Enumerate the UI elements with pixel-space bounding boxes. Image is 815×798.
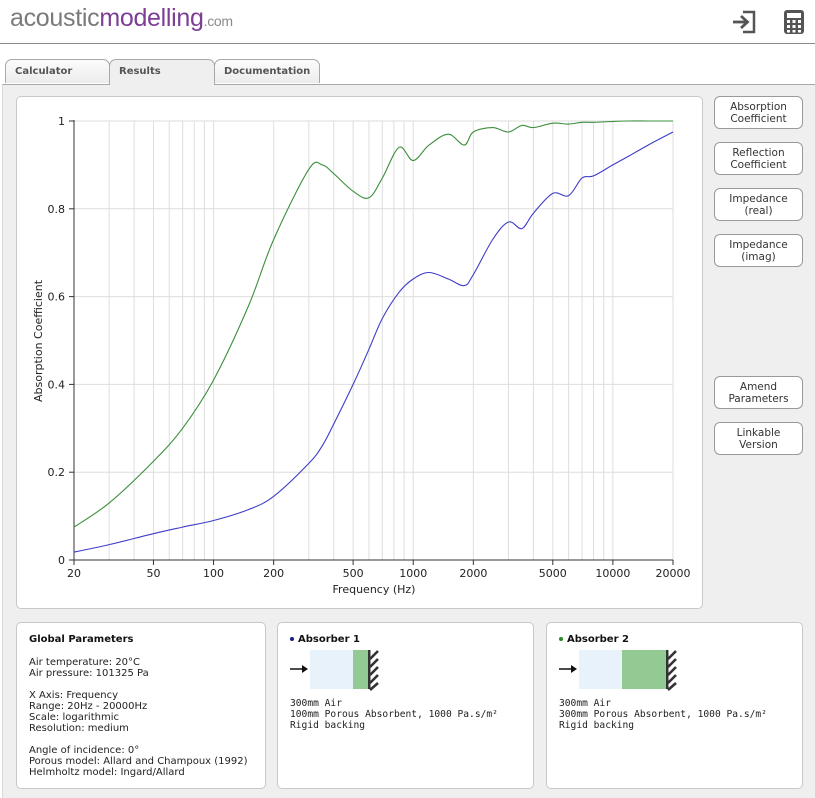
absorber-2-card: Absorber 2 300mm Air 300mm Porous Absorb… (546, 622, 803, 789)
layer-line: 100mm Porous Absorbent, 1000 Pa.s/m² (290, 709, 498, 720)
chart-grid (73, 120, 674, 561)
calculator-icon[interactable] (783, 9, 805, 39)
x-axis-label: Frequency (Hz) (333, 583, 416, 596)
series-line-1 (73, 120, 673, 528)
x-tick-label: 5000 (539, 567, 567, 580)
tab-calculator[interactable]: Calculator (5, 59, 110, 83)
logo-text-acoustic: acoustic (10, 4, 100, 32)
y-tick-label: 0.8 (48, 203, 66, 216)
x-tick-label: 1000 (399, 567, 427, 580)
absorber-2-title: Absorber 2 (559, 634, 629, 645)
param-line: Resolution: medium (29, 723, 129, 734)
absorber-1-title-text: Absorber 1 (298, 634, 360, 645)
layer-line: Rigid backing (290, 720, 366, 731)
absorber-2-legend-dot (559, 637, 563, 641)
chart-axes (73, 120, 673, 561)
absorber-2-diagram (559, 650, 677, 691)
linkable-version-button[interactable]: Linkable Version (714, 422, 803, 455)
amend-parameters-button[interactable]: Amend Parameters (714, 376, 803, 409)
logo-text-com: .com (203, 13, 233, 29)
absorber-1-diagram (290, 650, 379, 691)
x-tick-label: 50 (146, 567, 160, 580)
chart-container: 0 0.2 0.4 0.6 0.8 1 20 50 100 200 500 1000 2000 5000… (16, 96, 703, 609)
reflection-coefficient-button[interactable]: Reflection Coefficient (714, 142, 803, 175)
porous-layer (622, 650, 666, 689)
incident-arrow-icon (559, 665, 577, 673)
air-layer (579, 650, 622, 689)
logo-text-modelling: modelling (99, 4, 204, 32)
tab-documentation[interactable]: Documentation (214, 59, 320, 83)
y-tick-label: 1 (58, 115, 65, 128)
y-tick-label: 0.2 (48, 466, 66, 479)
impedance-imag-button[interactable]: Impedance (imag) (714, 234, 803, 267)
param-line: Scale: logarithmic (29, 712, 119, 723)
layer-line: 300mm Air (290, 698, 342, 709)
param-line: Range: 20Hz - 20000Hz (29, 701, 148, 712)
x-tick-label: 100 (203, 567, 224, 580)
absorber-2-details: 300mm Air 300mm Porous Absorbent, 1000 P… (559, 698, 767, 731)
param-line: Angle of incidence: 0° (29, 745, 140, 756)
impedance-real-button[interactable]: Impedance (real) (714, 188, 803, 221)
absorber-1-legend-dot (290, 637, 294, 641)
y-tick-label: 0 (58, 554, 65, 567)
param-line: Helmholtz model: Ingard/Allard (29, 767, 185, 778)
param-line: Air temperature: 20°C (29, 657, 141, 668)
absorption-coefficient-button[interactable]: Absorption Coefficient (714, 96, 803, 129)
x-tick-labels: 20 50 100 200 500 1000 2000 5000 10000 20000 (67, 560, 691, 580)
x-tick-label: 20 (67, 567, 81, 580)
x-tick-label: 200 (263, 567, 284, 580)
tab-results[interactable]: Results (109, 59, 215, 85)
absorber-1-details: 300mm Air 100mm Porous Absorbent, 1000 P… (290, 698, 498, 731)
y-tick-label: 0.4 (48, 378, 66, 391)
site-logo[interactable]: acousticmodelling.com (10, 4, 233, 33)
chart-series (73, 120, 674, 553)
site-header: acousticmodelling.com (0, 0, 815, 44)
x-tick-label: 500 (343, 567, 364, 580)
param-spacer (29, 734, 248, 745)
y-axis-label: Absorption Coefficient (32, 279, 45, 402)
login-icon[interactable] (731, 9, 757, 39)
global-parameters-title: Global Parameters (29, 634, 134, 645)
param-line: X Axis: Frequency (29, 690, 118, 701)
absorber-2-title-text: Absorber 2 (567, 634, 629, 645)
x-tick-label: 20000 (656, 567, 691, 580)
absorption-chart: 0 0.2 0.4 0.6 0.8 1 20 50 100 200 500 1000 2000 5000… (32, 115, 691, 596)
absorber-1-card: Absorber 1 300mm Air 100mm Porous Absorb… (277, 622, 534, 789)
global-parameters-card: Global Parameters Air temperature: 20°C … (16, 622, 266, 789)
layer-line: 300mm Air (559, 698, 611, 709)
porous-layer (353, 650, 368, 689)
x-tick-label: 2000 (459, 567, 487, 580)
y-tick-label: 0.6 (48, 291, 66, 304)
y-tick-labels: 0 0.2 0.4 0.6 0.8 1 (48, 115, 74, 567)
tab-bar: Calculator Documentation Results (0, 59, 815, 85)
global-parameters-list: Air temperature: 20°C Air pressure: 1013… (29, 657, 248, 778)
x-tick-label: 10000 (595, 567, 630, 580)
incident-arrow-icon (290, 665, 308, 673)
rigid-backing (666, 650, 677, 691)
rigid-backing (368, 650, 379, 691)
series-line-2 (73, 131, 674, 553)
layer-line: 300mm Porous Absorbent, 1000 Pa.s/m² (559, 709, 767, 720)
param-line: Porous model: Allard and Champoux (1992) (29, 756, 248, 767)
absorber-1-title: Absorber 1 (290, 634, 360, 645)
param-line: Air pressure: 101325 Pa (29, 668, 149, 679)
air-layer (310, 650, 353, 689)
layer-line: Rigid backing (559, 720, 635, 731)
param-spacer (29, 679, 248, 690)
